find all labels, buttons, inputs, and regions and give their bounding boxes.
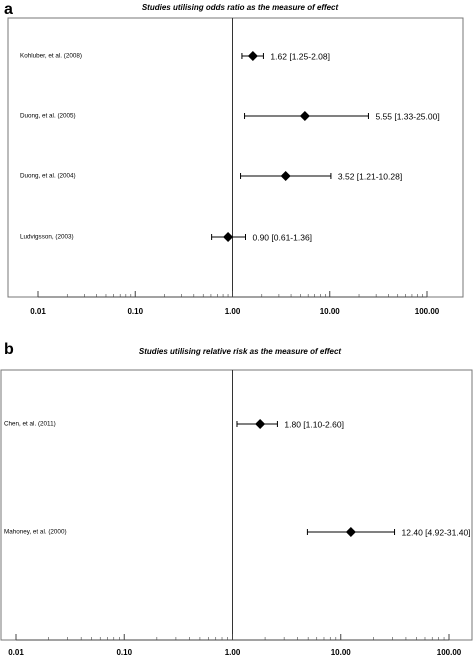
- x-tick-label: 100.00: [437, 648, 462, 657]
- study-name: Duong, et al. (2004): [20, 173, 76, 180]
- panel-label: b: [4, 341, 14, 358]
- x-tick-label: 0.01: [8, 648, 24, 657]
- study-name: Ludvigsson, (2003): [20, 234, 74, 241]
- estimate-marker: [247, 51, 258, 61]
- value-label: 1.62 [1.25-2.08]: [270, 51, 330, 61]
- estimate-marker: [280, 171, 291, 181]
- estimate-marker: [299, 111, 310, 121]
- value-label: 5.55 [1.33-25.00]: [375, 111, 439, 121]
- x-tick-label: 0.10: [127, 307, 143, 316]
- estimate-marker: [223, 232, 234, 242]
- x-tick-label: 10.00: [331, 648, 352, 657]
- panel-label: a: [4, 1, 13, 18]
- study-name: Chen, et al. (2011): [4, 421, 56, 428]
- x-tick-label: 1.00: [225, 307, 241, 316]
- x-tick-label: 100.00: [415, 307, 440, 316]
- value-label: 1.80 [1.10-2.60]: [284, 419, 344, 429]
- plot-frame: [0, 369, 473, 641]
- plot-frame: [7, 17, 464, 298]
- study-name: Duong, et al. (2005): [20, 113, 76, 120]
- chart-title: Studies utilising odds ratio as the meas…: [142, 3, 339, 12]
- value-label: 0.90 [0.61-1.36]: [252, 232, 312, 242]
- estimate-marker: [345, 527, 356, 537]
- x-tick-label: 0.01: [30, 307, 46, 316]
- x-tick-label: 10.00: [320, 307, 341, 316]
- estimate-marker: [255, 419, 266, 429]
- study-name: Mahoney, et al. (2000): [4, 529, 67, 536]
- x-tick-label: 0.10: [116, 648, 132, 657]
- study-name: Kohluber, et al. (2008): [20, 53, 82, 60]
- x-tick-label: 1.00: [225, 648, 241, 657]
- chart-title: Studies utilising relative risk as the m…: [139, 347, 341, 356]
- value-label: 12.40 [4.92-31.40]: [402, 527, 471, 537]
- value-label: 3.52 [1.21-10.28]: [338, 171, 402, 181]
